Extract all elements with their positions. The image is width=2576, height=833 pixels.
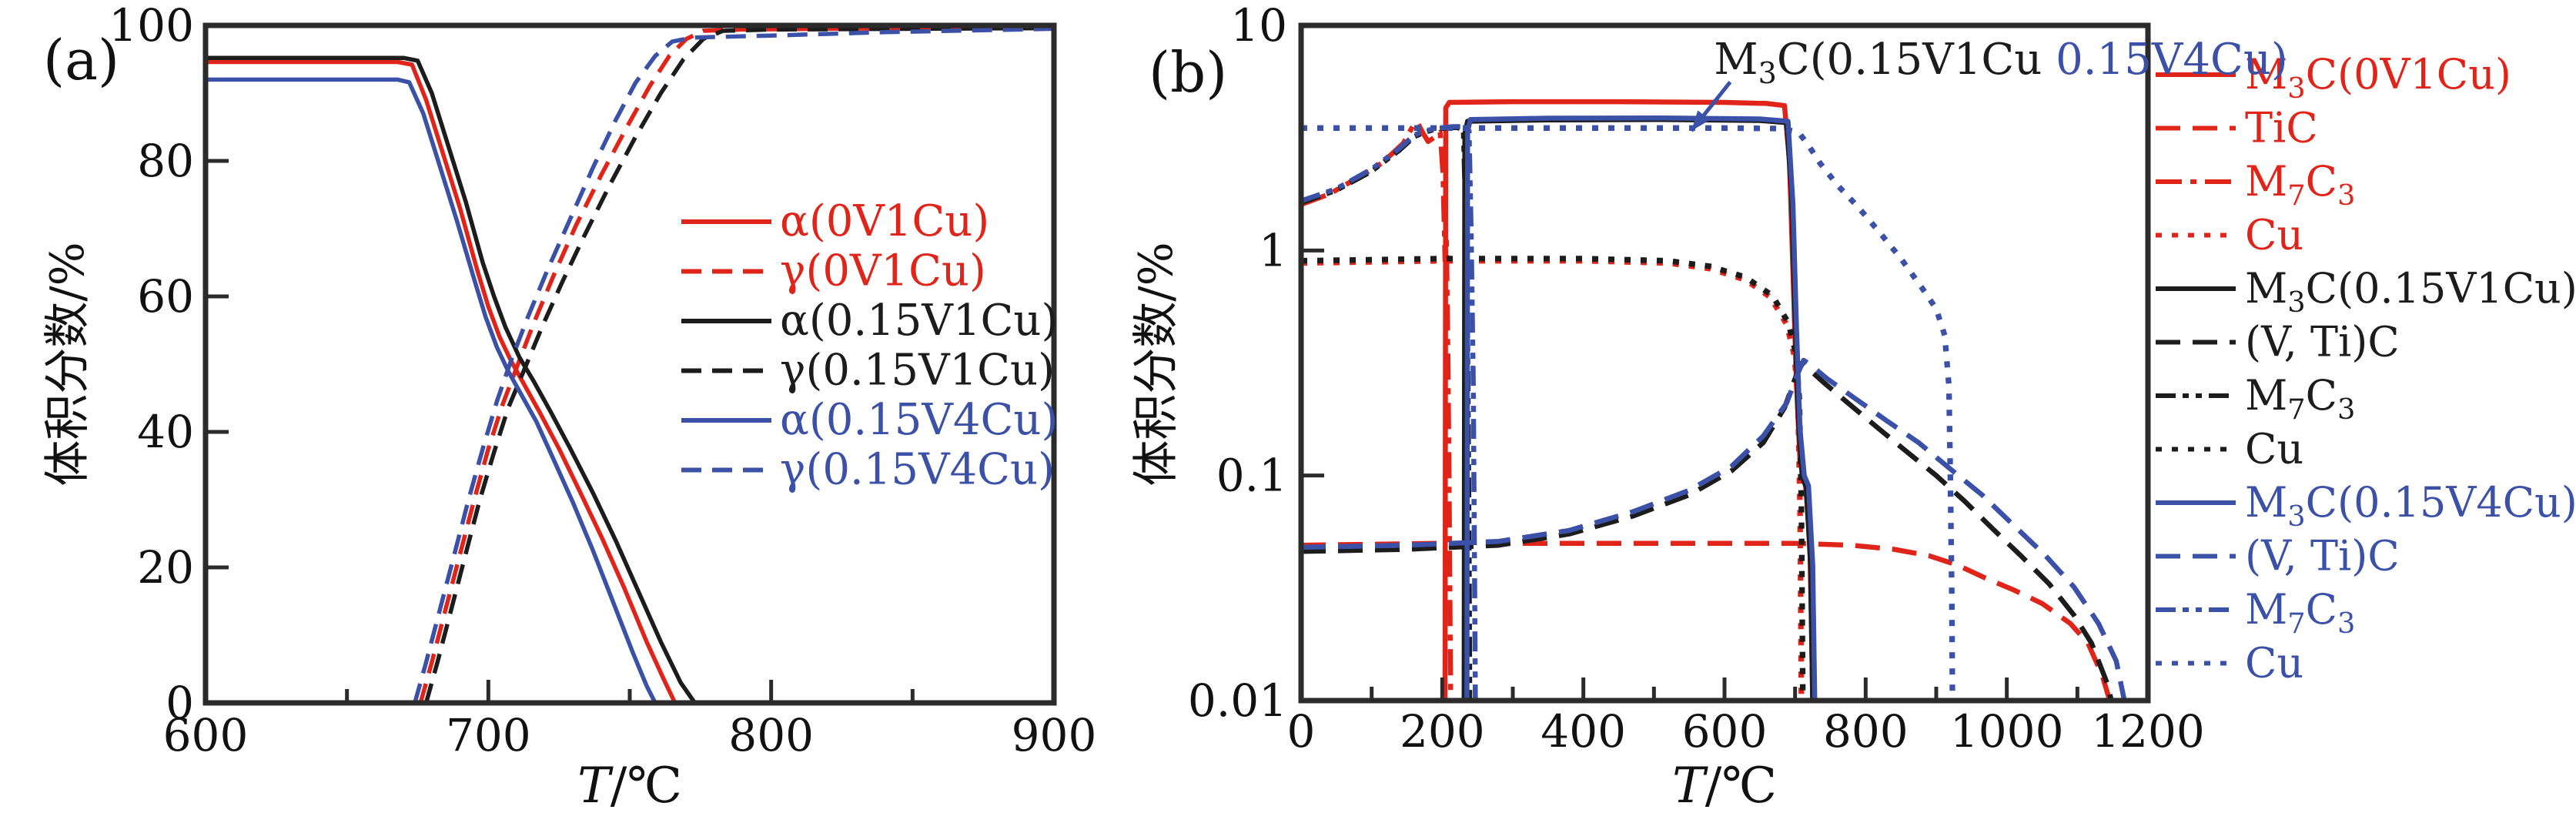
legend-item-b-5: (V, Ti)C [2156, 318, 2400, 366]
chart-a-tick-labels: 600 700 800 900 0 20 40 60 80 100 [109, 0, 1096, 761]
chart-b: 0 200 400 600 800 1000 1200 10 1 0.1 0.01 T/℃ 体积分数/%… [1129, 0, 2576, 815]
ytick-label-a: 80 [137, 135, 194, 187]
legend-label: M7C3 [2245, 585, 2355, 640]
legend-label: (V, Ti)C [2245, 532, 2400, 580]
ytick-label-a: 100 [109, 0, 194, 52]
legend-item-a-0: α(0V1Cu) [681, 196, 989, 246]
legend-item-b-7: Cu [2156, 425, 2303, 473]
legend-label: Cu [2245, 425, 2303, 473]
series-b-(V, Ti)C [1301, 357, 2127, 701]
series-b-M₃C(0.15V1Cu) [1461, 116, 1815, 701]
chart-b-tick-labels: 0 200 400 600 800 1000 1200 10 1 0.1 0.01 [1188, 0, 2205, 758]
ytick-label-b: 10 [1230, 0, 1287, 52]
legend-label: γ(0.15V1Cu) [780, 346, 1055, 396]
legend-item-b-6: M7C3 [2156, 371, 2355, 426]
series-a-γ(0V1Cu) [418, 25, 1054, 703]
chart-b-curves [1301, 99, 2127, 701]
chart-a-ticks [203, 23, 1056, 705]
legend-item-b-2: M7C3 [2156, 157, 2355, 212]
legend-item-b-1: TiC [2156, 104, 2318, 152]
xaxis-title-b: T/℃ [1672, 758, 1777, 815]
xtick-label-a: 800 [728, 709, 814, 761]
chart-a: 600 700 800 900 0 20 40 60 80 100 T/℃ 体积分数/% α(0V1Cu… [41, 0, 1096, 815]
legend-label: γ(0.15V4Cu) [780, 445, 1055, 495]
ytick-label-b: 0.1 [1216, 450, 1287, 502]
ytick-label-b: 1 [1259, 224, 1287, 276]
legend-label: α(0.15V1Cu) [780, 296, 1058, 346]
annotation-text: M3C(0.15V1Cu 0.15V4Cu) [1714, 35, 2288, 90]
xtick-label-a: 700 [446, 709, 531, 761]
series-b-M₃C(0.15V4Cu) [1464, 115, 1818, 701]
series-b-Cu [1301, 258, 1805, 701]
legend-item-b-11: Cu [2156, 639, 2303, 687]
xtick-label-b: 200 [1400, 705, 1485, 758]
legend-label: γ(0V1Cu) [780, 246, 986, 296]
legend-a: α(0V1Cu)γ(0V1Cu)α(0.15V1Cu)γ(0.15V1Cu)α(… [681, 196, 1058, 495]
series-a-α(0.15V1Cu) [206, 55, 697, 703]
legend-label: α(0.15V4Cu) [780, 395, 1058, 445]
legend-item-b-4: M3C(0.15V1Cu) [2156, 264, 2576, 319]
yaxis-title-a: 体积分数/% [41, 242, 95, 486]
annotation-arrowhead-icon [1691, 110, 1710, 131]
legend-item-b-9: (V, Ti)C [2156, 532, 2400, 580]
ytick-label-a: 60 [137, 270, 194, 323]
legend-item-a-4: α(0.15V4Cu) [681, 395, 1058, 445]
series-b-(V, Ti)C [1301, 360, 2114, 701]
ytick-label-a: 20 [137, 541, 194, 594]
panel-a-label: (a) [43, 28, 120, 92]
series-b-M₇C₃ [1301, 119, 1454, 701]
ytick-label-a: 0 [166, 677, 194, 729]
xtick-label-a: 900 [1012, 709, 1097, 761]
legend-item-b-3: Cu [2156, 211, 2303, 259]
legend-label: Cu [2245, 639, 2303, 687]
xtick-label-b: 600 [1682, 705, 1768, 758]
legend-label: M7C3 [2245, 157, 2355, 212]
ytick-label-a: 40 [137, 406, 194, 458]
series-b-M₇C₃ [1301, 124, 1478, 701]
legend-item-b-10: M7C3 [2156, 585, 2355, 640]
xtick-label-b: 800 [1823, 705, 1909, 758]
legend-item-a-1: γ(0V1Cu) [681, 246, 986, 296]
chart-a-curves [206, 25, 1054, 703]
series-b-M₃C(0V1Cu) [1442, 99, 1815, 701]
legend-item-b-0: M3C(0V1Cu) [2156, 50, 2511, 105]
xtick-label-b: 1000 [1950, 705, 2064, 758]
chart-b-ticks [1299, 23, 2150, 703]
series-b-Cu [1301, 125, 1955, 701]
xtick-label-b: 400 [1541, 705, 1626, 758]
legend-label: (V, Ti)C [2245, 318, 2400, 366]
series-b-TiC [1301, 540, 2113, 701]
annotation-b: M3C(0.15V1Cu 0.15V4Cu) [1689, 35, 2288, 132]
legend-item-a-3: γ(0.15V1Cu) [681, 346, 1055, 396]
legend-label: M3C(0.15V4Cu) [2245, 478, 2576, 533]
legend-label: Cu [2245, 211, 2303, 259]
panel-b-label: (b) [1149, 40, 1228, 105]
yaxis-title-b: 体积分数/% [1129, 242, 1183, 486]
legend-item-b-8: M3C(0.15V4Cu) [2156, 478, 2576, 533]
series-a-γ(0.15V1Cu) [423, 25, 1054, 703]
series-a-α(0.15V4Cu) [206, 77, 657, 703]
legend-label: M3C(0.15V1Cu) [2245, 264, 2576, 319]
legend-label: M7C3 [2245, 371, 2355, 426]
xaxis-title-a: T/℃ [577, 758, 682, 815]
series-b-Cu [1301, 256, 1806, 701]
legend-item-a-5: γ(0.15V4Cu) [681, 445, 1055, 495]
ytick-label-b: 0.01 [1188, 674, 1287, 727]
series-a-γ(0.15V4Cu) [413, 26, 1054, 703]
legend-item-a-2: α(0.15V1Cu) [681, 296, 1058, 346]
legend-label: α(0V1Cu) [780, 196, 989, 246]
xtick-label-b: 1200 [2091, 705, 2205, 758]
legend-label: TiC [2245, 104, 2318, 152]
xtick-label-b: 0 [1287, 705, 1316, 758]
legend-label: M3C(0V1Cu) [2245, 50, 2511, 105]
xtick-label-a: 600 [163, 709, 249, 761]
